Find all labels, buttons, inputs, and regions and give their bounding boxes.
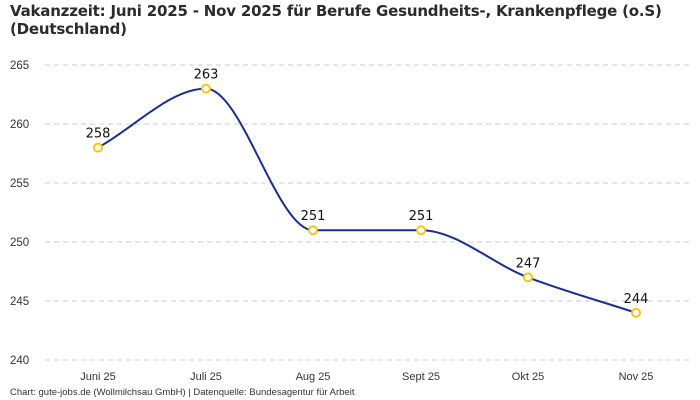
x-tick-label: Juni 25 [80,371,115,383]
data-line [97,87,637,314]
data-points [93,83,641,318]
y-tick-label: 240 [10,355,29,367]
x-tick-label: Juli 25 [190,371,222,383]
y-tick-label: 245 [10,296,29,308]
data-point-marker[interactable] [631,307,641,318]
data-value-label: 263 [194,68,219,83]
data-labels: 258 263 251 251 247 244 [86,68,649,307]
y-tick-label: 260 [10,119,29,131]
chart-source-footer: Chart: gute-jobs.de (Wollmilchsau GmbH) … [10,387,355,398]
data-value-label: 244 [624,292,649,307]
y-axis: 240 245 250 255 260 265 [10,60,29,367]
data-point-marker[interactable] [523,272,533,283]
data-point-marker[interactable] [93,142,103,153]
data-value-label: 247 [516,256,541,271]
data-point-marker[interactable] [201,83,211,94]
y-tick-label: 255 [10,178,29,190]
data-point-marker[interactable] [416,225,426,236]
x-tick-label: Okt 25 [512,371,544,383]
data-value-label: 251 [301,209,326,224]
data-point-marker[interactable] [308,225,318,236]
x-tick-label: Nov 25 [619,371,654,383]
x-tick-label: Sept 25 [402,371,440,383]
data-value-label: 251 [409,209,434,224]
chart-title: Vakanzzeit: Juni 2025 - Nov 2025 für Ber… [10,2,662,38]
y-tick-label: 265 [10,60,29,72]
x-tick-label: Aug 25 [296,371,331,383]
data-value-label: 258 [86,127,111,142]
gridlines [45,64,690,361]
y-tick-label: 250 [10,237,29,249]
x-axis: Juni 25 Juli 25 Aug 25 Sept 25 Okt 25 Nov 25 [80,371,653,383]
